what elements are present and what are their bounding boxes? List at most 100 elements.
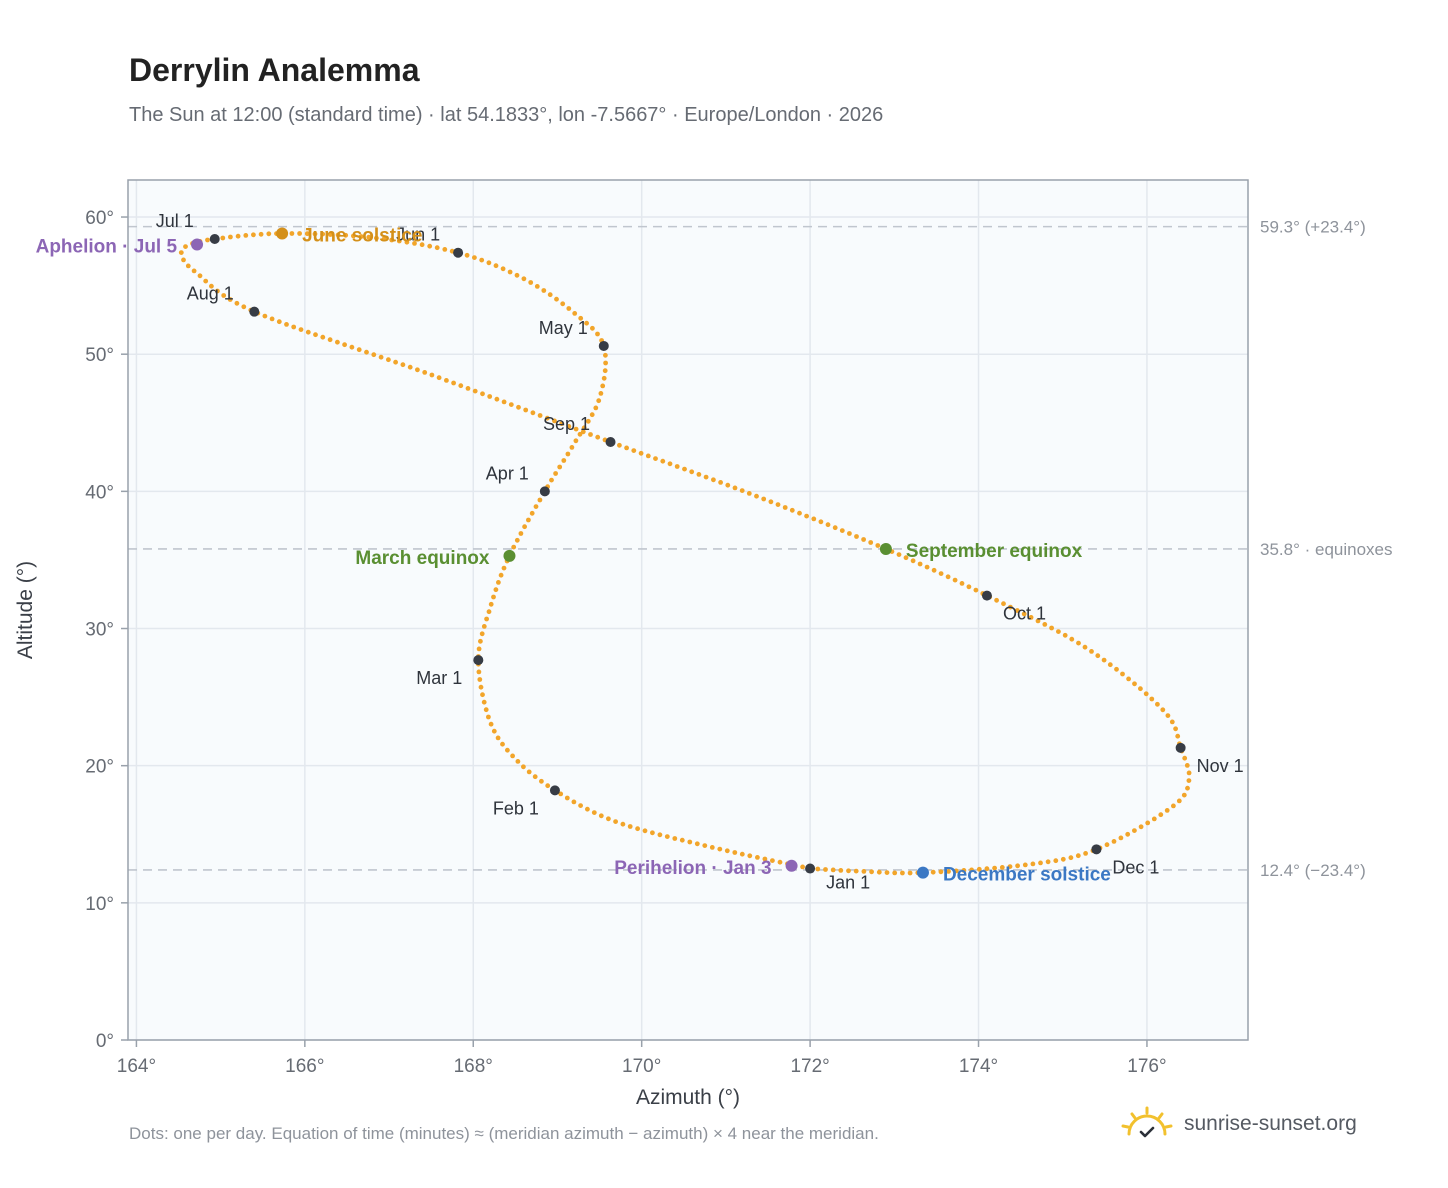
day-dot [702,843,708,848]
day-dot [481,699,487,705]
day-dot [227,297,233,302]
plot-border [127,179,1249,1041]
footnote: Dots: one per day. Equation of time (min… [129,1124,879,1143]
day-dot [477,677,483,682]
day-dot [853,868,859,874]
day-dot [1014,608,1020,613]
day-dot [1169,719,1175,725]
day-dot [1125,831,1131,837]
day-dot [552,418,557,424]
day-dot [961,868,967,873]
day-dot [1165,713,1171,718]
day-dot [1082,644,1088,650]
day-dot [191,268,197,274]
day-dot [566,424,572,429]
day-dot [351,233,356,239]
day-dot [491,594,496,600]
day-dot [235,233,241,239]
day-dot [304,231,310,237]
brand-logo[interactable]: sunrise-sunset.org [1120,1104,1357,1144]
day-dot [635,826,640,832]
day-dot [847,531,852,536]
day-dot [291,324,297,330]
day-dot [747,853,753,859]
day-dot [343,232,349,238]
day-dot [682,466,687,472]
day-dot [545,783,551,789]
day-dot [429,372,435,378]
day-dot [386,357,391,363]
day-dot [645,453,651,459]
day-dot [422,370,428,375]
day-dot [358,234,364,239]
day-dot [1138,686,1143,692]
day-dot [215,288,220,294]
day-dot [1186,770,1192,776]
day-dot [596,398,602,404]
x-tick-label: 168° [454,1056,493,1077]
event-label: June solstice [302,225,422,246]
day-dot [539,778,544,784]
day-dot [526,769,532,775]
day-dot [876,869,882,875]
page-title: Derrylin Analemma [129,52,420,88]
day-dot [501,565,507,571]
day-dot [825,522,831,528]
day-dot [603,352,608,358]
x-tick-label: 174° [959,1056,998,1077]
day-dot [484,616,489,622]
day-dot [1104,842,1110,848]
day-dot [627,824,633,829]
day-dot [505,747,510,753]
day-dot [595,434,601,440]
y-tick-label: 40° [85,482,114,503]
day-dot [572,311,578,316]
day-dot [1132,681,1137,687]
day-dot [581,425,587,431]
day-dot [493,587,499,593]
day-dot [1181,792,1187,798]
y-tick-label: 10° [85,894,114,915]
day-dot [327,337,333,343]
day-dot [984,866,990,872]
day-dot [478,684,484,690]
day-dot [197,273,203,279]
day-dot [931,567,937,573]
event-marker [916,866,929,879]
day-dot [777,859,783,865]
month-marker-label: Nov 1 [1197,756,1244,776]
day-dot [739,488,745,493]
day-dot [458,383,464,389]
day-dot [476,646,482,652]
day-dot [500,741,505,747]
month-marker-label: Oct 1 [1003,604,1046,624]
day-dot [703,474,709,480]
x-tick-label: 166° [285,1056,324,1077]
day-dot [732,850,738,855]
day-dot [1175,733,1181,739]
day-dot [1171,803,1176,809]
day-dot [589,412,595,418]
day-dot [603,360,608,366]
day-dot [476,669,482,675]
day-dot [486,609,492,615]
day-dot [631,448,637,453]
day-dot [262,313,268,319]
day-dot [1083,851,1088,856]
day-dot [1089,649,1094,654]
day-dot [472,255,477,260]
day-dot [532,774,538,780]
day-dot [1001,601,1006,607]
day-dot [1132,828,1137,833]
day-dot [907,870,913,876]
day-dot [537,413,543,418]
day-dot [1068,855,1074,861]
day-dot [528,280,534,285]
day-dot [356,347,362,353]
day-dot [335,232,341,238]
day-dot [854,534,859,539]
axes: 164° 166° 168° 170° 172° 174° 176° 0° 10° 20° 30° 4… [85,208,1166,1077]
day-dot [585,806,590,812]
day-dot [465,386,471,391]
day-dot [501,399,507,405]
